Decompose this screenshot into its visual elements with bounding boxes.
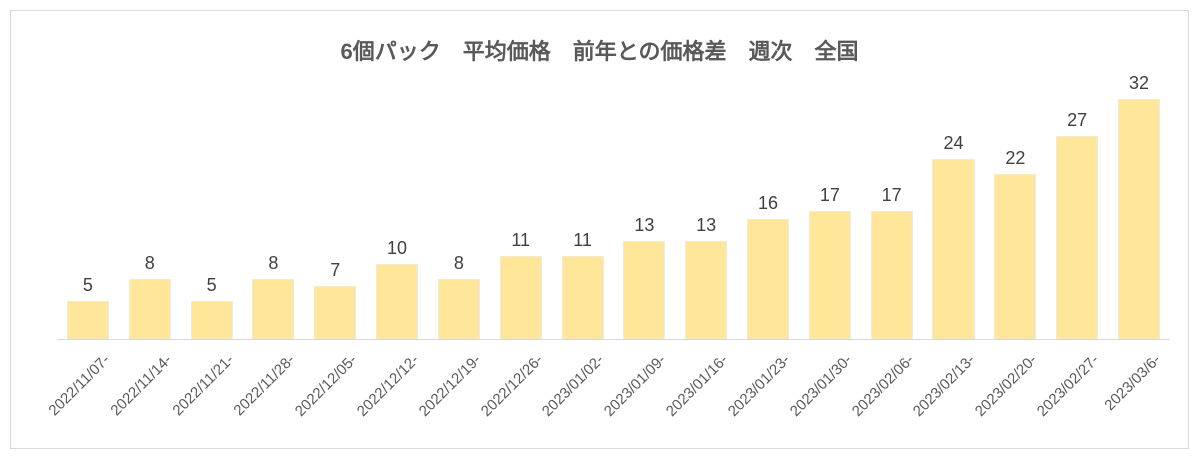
bar-cell: 13 <box>675 215 737 340</box>
x-axis-label-cell: 2022/12/12- <box>354 340 428 440</box>
x-axis-label: 2022/11/07- <box>45 351 114 420</box>
x-axis-label-cell: 2023/01/09- <box>601 340 675 440</box>
bar-value-label: 32 <box>1128 73 1149 94</box>
bar <box>1117 99 1160 340</box>
bar <box>561 256 604 340</box>
bar-value-label: 17 <box>819 185 840 206</box>
bar-cell: 24 <box>923 133 985 340</box>
bar-value-label: 16 <box>758 193 779 214</box>
x-axis-label: 2022/11/21- <box>169 351 237 420</box>
bar <box>685 241 728 340</box>
x-axis-label-cell: 2022/11/21- <box>169 340 243 440</box>
x-axis-label-cell: 2023/01/02- <box>539 340 614 440</box>
bar <box>66 301 109 340</box>
bar <box>932 159 975 340</box>
bar-cell: 27 <box>1046 110 1108 340</box>
bar-value-label: 13 <box>696 215 717 236</box>
x-axis-label-cell: 2022/12/19- <box>416 340 490 440</box>
x-axis-label-cell: 2022/11/14- <box>107 340 181 440</box>
bar <box>437 279 480 340</box>
bar-cell: 17 <box>861 185 923 340</box>
bar-value-label: 7 <box>330 260 341 281</box>
bar-value-label: 8 <box>144 253 155 274</box>
bar-cell: 11 <box>552 230 614 340</box>
x-axis-labels: 2022/11/07- 2022/11/14- 2022/11/21- 2022/11… <box>45 340 1170 440</box>
bar <box>252 279 295 340</box>
bar-value-label: 5 <box>206 275 217 296</box>
bar-cell: 8 <box>428 253 490 340</box>
bar-cell: 8 <box>242 253 304 340</box>
bar <box>376 264 419 340</box>
x-axis-label-cell: 2023/02/13- <box>910 340 985 440</box>
x-axis-label-cell: 2022/11/28- <box>231 340 304 440</box>
bar-cell: 11 <box>490 230 552 340</box>
x-axis-label-cell: 2023/03/6- <box>1102 340 1170 440</box>
bar-value-label: 13 <box>634 215 655 236</box>
bar <box>314 286 357 340</box>
bar-value-label: 27 <box>1067 110 1088 131</box>
bar-cell: 7 <box>304 260 366 340</box>
plot-area: 5 8 5 8 7 10 8 11 11 13 13 16 17 17 24 22 27 32 <box>57 69 1170 341</box>
bar-cell: 32 <box>1108 73 1170 340</box>
x-axis-label-cell: 2022/12/26- <box>477 340 552 440</box>
x-axis-label-cell: 2023/01/16- <box>663 340 737 440</box>
bar-cell: 22 <box>984 148 1046 340</box>
bar <box>128 279 171 340</box>
bar-value-label: 10 <box>387 238 408 259</box>
x-axis-label-cell: 2023/02/06- <box>848 340 923 440</box>
bar-cell: 16 <box>737 193 799 340</box>
bar-value-label: 11 <box>573 230 592 251</box>
bar-value-label: 5 <box>82 275 93 296</box>
x-axis-label-cell: 2023/01/23- <box>725 340 799 440</box>
bar <box>994 174 1037 340</box>
bar <box>499 256 542 340</box>
bar-value-label: 22 <box>1005 148 1026 169</box>
bar <box>808 211 851 340</box>
bar <box>190 301 233 340</box>
bar-cell: 5 <box>181 275 243 340</box>
x-axis-label-cell: 2023/02/20- <box>972 340 1046 440</box>
x-axis-label-cell: 2023/02/27- <box>1034 340 1108 440</box>
x-axis-label: 2022/11/28- <box>230 351 299 420</box>
bar <box>1056 136 1099 340</box>
bar-value-label: 8 <box>453 253 464 274</box>
chart-title: 6個パック 平均価格 前年との価格差 週次 全国 <box>340 39 859 64</box>
x-axis-label: 2022/11/14- <box>107 351 176 420</box>
bar <box>870 211 913 340</box>
bar-value-label: 11 <box>511 230 531 251</box>
bar <box>623 241 666 340</box>
bar-value-label: 8 <box>268 253 279 274</box>
x-axis-label-cell: 2023/01/30- <box>787 340 861 440</box>
x-axis-label: 2023/03/6- <box>1101 351 1165 415</box>
bar-cell: 13 <box>613 215 675 340</box>
bar-value-label: 24 <box>943 133 964 154</box>
x-axis-label-cell: 2022/11/07- <box>45 340 119 440</box>
bar-cell: 17 <box>799 185 861 340</box>
bar-value-label: 17 <box>881 185 902 206</box>
x-axis-label-cell: 2022/12/05- <box>292 340 366 440</box>
bar-cell: 5 <box>57 275 119 340</box>
bar-cell: 8 <box>119 253 181 340</box>
bar-cell: 10 <box>366 238 428 340</box>
chart-frame: 6個パック 平均価格 前年との価格差 週次 全国 5 8 5 8 7 10 8 11 11 13 1… <box>10 10 1189 449</box>
bar <box>747 219 790 340</box>
